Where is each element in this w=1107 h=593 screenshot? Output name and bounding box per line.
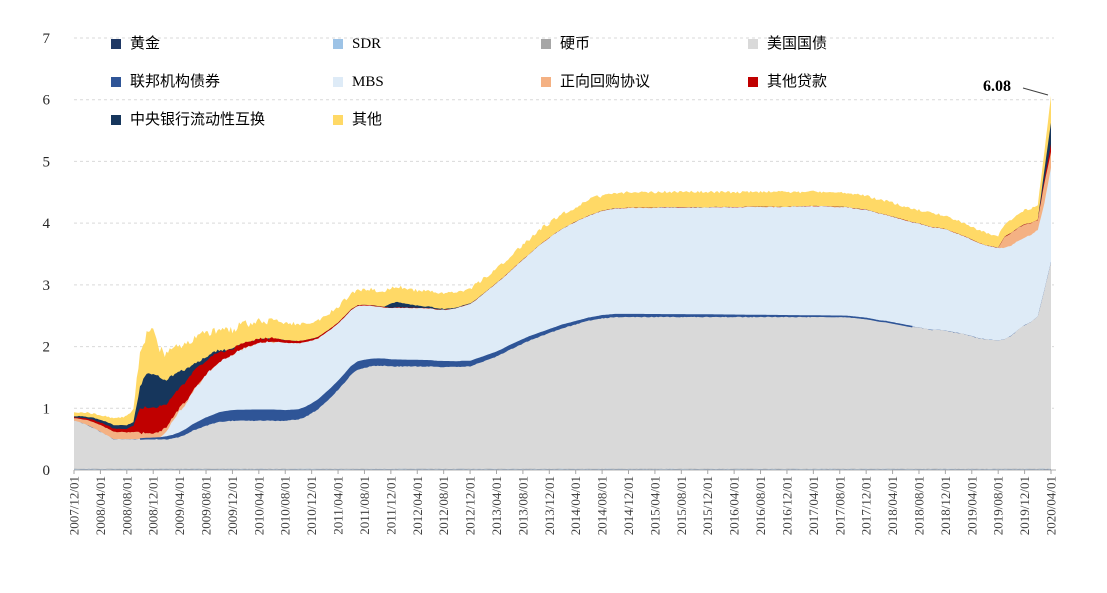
- legend-swatch-icon: [333, 115, 343, 125]
- x-axis-tick-label: 2012/08/01: [436, 476, 451, 535]
- chart-legend: 黄金 SDR 硬币 美国国债联邦机构债券 MBS 正向回购协议 其他贷款中央银行流动性互换 其…: [111, 33, 988, 131]
- x-axis-tick-label: 2013/12/01: [542, 476, 557, 535]
- x-axis-tick-label: 2016/08/01: [753, 476, 768, 535]
- x-axis-tick-label: 2018/12/01: [938, 476, 953, 535]
- legend-item-swaps: 中央银行流动性互换: [111, 109, 333, 131]
- x-axis-tick-label: 2011/12/01: [383, 476, 398, 535]
- x-axis-tick-label: 2010/08/01: [278, 476, 293, 535]
- x-axis-tick-label: 2016/12/01: [779, 476, 794, 535]
- legend-label: 美国国债: [767, 35, 828, 52]
- annotation-leader-line: [1022, 87, 1049, 96]
- x-axis-tick-label: 2019/04/01: [964, 476, 979, 535]
- y-axis-tick-label: 3: [43, 278, 51, 294]
- area-treasuries: [74, 262, 1051, 470]
- legend-swatch-icon: [541, 39, 551, 49]
- legend-swatch-icon: [541, 77, 551, 87]
- legend-swatch-icon: [748, 77, 758, 87]
- x-axis-tick-label: 2014/08/01: [595, 476, 610, 535]
- legend-item-gold: 黄金: [111, 33, 333, 55]
- legend-swatch-icon: [111, 39, 121, 49]
- x-axis-tick-label: 2018/04/01: [885, 476, 900, 535]
- x-axis-tick-label: 2008/12/01: [146, 476, 161, 535]
- x-axis-tick-label: 2018/08/01: [911, 476, 926, 535]
- x-axis-tick-label: 2008/08/01: [119, 476, 134, 535]
- x-axis-tick-label: 2012/04/01: [410, 476, 425, 535]
- y-axis-tick-label: 2: [43, 340, 51, 356]
- x-axis-tick-label: 2012/12/01: [463, 476, 478, 535]
- x-axis-tick-label: 2014/12/01: [621, 476, 636, 535]
- x-axis-tick-label: 2020/04/01: [1044, 476, 1059, 535]
- legend-swatch-icon: [333, 39, 343, 49]
- x-axis-tick-label: 2008/04/01: [93, 476, 108, 535]
- x-axis-tick-label: 2016/04/01: [727, 476, 742, 535]
- legend-label: 联邦机构债券: [130, 73, 221, 90]
- y-axis-tick-label: 5: [43, 154, 51, 170]
- x-axis-tick-label: 2015/12/01: [700, 476, 715, 535]
- legend-label: 黄金: [130, 35, 161, 52]
- legend-item-agency: 联邦机构债券: [111, 71, 333, 93]
- x-axis-tick-label: 2010/04/01: [251, 476, 266, 535]
- legend-swatch-icon: [111, 77, 121, 87]
- legend-label: 硬币: [560, 35, 591, 52]
- y-axis-tick-label: 7: [43, 31, 51, 47]
- x-axis-tick-label: 2009/04/01: [172, 476, 187, 535]
- legend-label: 正向回购协议: [560, 73, 651, 90]
- y-axis-tick-label: 6: [43, 93, 51, 109]
- legend-item-treasuries: 美国国债: [748, 33, 988, 55]
- legend-item-coins: 硬币: [541, 33, 748, 55]
- x-axis-tick-label: 2015/08/01: [674, 476, 689, 535]
- legend-item-repo: 正向回购协议: [541, 71, 748, 93]
- x-axis-tick-label: 2017/12/01: [859, 476, 874, 535]
- x-axis-tick-label: 2011/04/01: [331, 476, 346, 535]
- legend-swatch-icon: [748, 39, 758, 49]
- legend-item-other: 其他: [333, 109, 541, 131]
- y-axis-tick-label: 1: [43, 401, 51, 417]
- x-axis-tick-label: 2007/12/01: [67, 476, 82, 535]
- legend-item-loans: 其他贷款: [748, 71, 988, 93]
- y-axis-tick-label: 4: [43, 216, 51, 232]
- legend-label: 中央银行流动性互换: [130, 111, 266, 128]
- x-axis-tick-label: 2019/12/01: [1017, 476, 1032, 535]
- legend-item-mbs: MBS: [333, 71, 541, 93]
- x-axis-tick-label: 2017/08/01: [832, 476, 847, 535]
- legend-label: MBS: [352, 73, 384, 90]
- x-axis-tick-label: 2009/12/01: [225, 476, 240, 535]
- x-axis-tick-label: 2013/04/01: [489, 476, 504, 535]
- legend-item-sdr: SDR: [333, 33, 541, 55]
- x-axis-tick-label: 2011/08/01: [357, 476, 372, 535]
- x-axis-tick-label: 2019/08/01: [991, 476, 1006, 535]
- x-axis-tick-label: 2009/08/01: [199, 476, 214, 535]
- legend-swatch-icon: [111, 115, 121, 125]
- x-axis-tick-label: 2017/04/01: [806, 476, 821, 535]
- peak-value-annotation: 6.08: [983, 78, 1011, 95]
- agency-boundary-line: [139, 313, 913, 440]
- x-axis-tick-label: 2015/04/01: [647, 476, 662, 535]
- legend-swatch-icon: [333, 77, 343, 87]
- x-axis-tick-label: 2013/08/01: [515, 476, 530, 535]
- x-axis-tick-label: 2010/12/01: [304, 476, 319, 535]
- legend-label: SDR: [352, 35, 382, 52]
- x-axis-tick-label: 2014/04/01: [568, 476, 583, 535]
- legend-label: 其他: [352, 111, 383, 128]
- legend-label: 其他贷款: [767, 73, 828, 90]
- y-axis-tick-label: 0: [43, 463, 51, 479]
